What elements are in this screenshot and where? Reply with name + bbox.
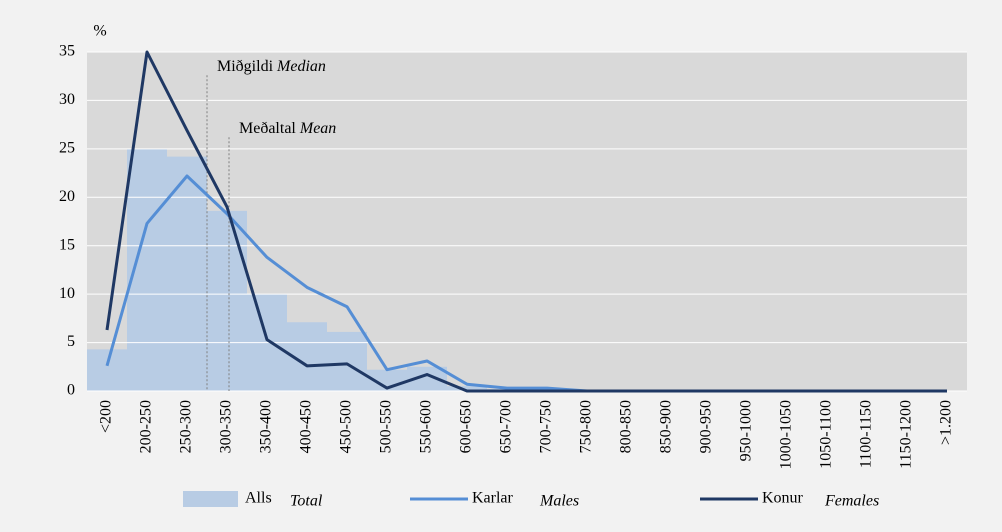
y-tick-label: 20 [59, 188, 75, 205]
marker-label-is: Miðgildi [217, 58, 274, 75]
bar [447, 386, 487, 391]
legend-label: Konur [762, 490, 804, 507]
legend-swatch [183, 491, 238, 507]
x-tick-label: 550-600 [418, 400, 435, 453]
legend-label-en: Total [290, 493, 323, 510]
x-tick-label: 500-550 [378, 400, 395, 453]
x-tick-label: 450-500 [338, 400, 355, 453]
x-tick-label: 1000-1050 [778, 400, 795, 469]
bar [87, 349, 127, 391]
marker-label-en: Mean [299, 120, 336, 137]
legend-label-en: Males [539, 493, 579, 510]
y-tick-label: 0 [67, 382, 75, 399]
x-tick-label: 850-900 [658, 400, 675, 453]
x-tick-label: <200 [98, 400, 115, 433]
x-tick-label: 300-350 [218, 400, 235, 453]
x-tick-label: 1050-1100 [818, 400, 835, 469]
x-tick-label: 1100-1150 [858, 400, 875, 468]
y-tick-label: 15 [59, 236, 75, 253]
x-tick-label: 750-800 [578, 400, 595, 453]
y-tick-label: 25 [59, 140, 75, 157]
marker-label: Miðgildi Median [217, 58, 326, 75]
legend-label-en: Females [824, 493, 879, 510]
y-tick-label: 5 [67, 333, 75, 350]
x-tick-label: 950-1000 [738, 400, 755, 461]
x-tick-label: 250-300 [178, 400, 195, 453]
x-tick-label: 600-650 [458, 400, 475, 453]
bar [207, 210, 247, 391]
x-tick-label: 1150-1200 [898, 400, 915, 469]
x-tick-label: 350-400 [258, 400, 275, 453]
y-tick-label: 35 [59, 43, 75, 60]
x-tick-label: 650-700 [498, 400, 515, 453]
marker-label-is: Meðaltal [239, 120, 296, 137]
legend-label: Alls [245, 490, 272, 507]
legend-label: Karlar [472, 490, 514, 507]
x-tick-label: >1.200 [938, 400, 955, 445]
marker-label: Meðaltal Mean [239, 120, 336, 137]
bar [167, 156, 207, 391]
y-tick-label: 30 [59, 91, 75, 108]
bar [327, 331, 367, 391]
x-tick-label: 200-250 [138, 400, 155, 453]
marker-label-en: Median [276, 58, 326, 75]
y-tick-label: 10 [59, 285, 75, 302]
y-axis-label: % [93, 23, 106, 40]
x-tick-label: 400-450 [298, 400, 315, 453]
x-tick-label: 700-750 [538, 400, 555, 453]
line-series [105, 50, 947, 393]
x-tick-label: 800-850 [618, 400, 635, 453]
x-tick-label: 900-950 [698, 400, 715, 453]
